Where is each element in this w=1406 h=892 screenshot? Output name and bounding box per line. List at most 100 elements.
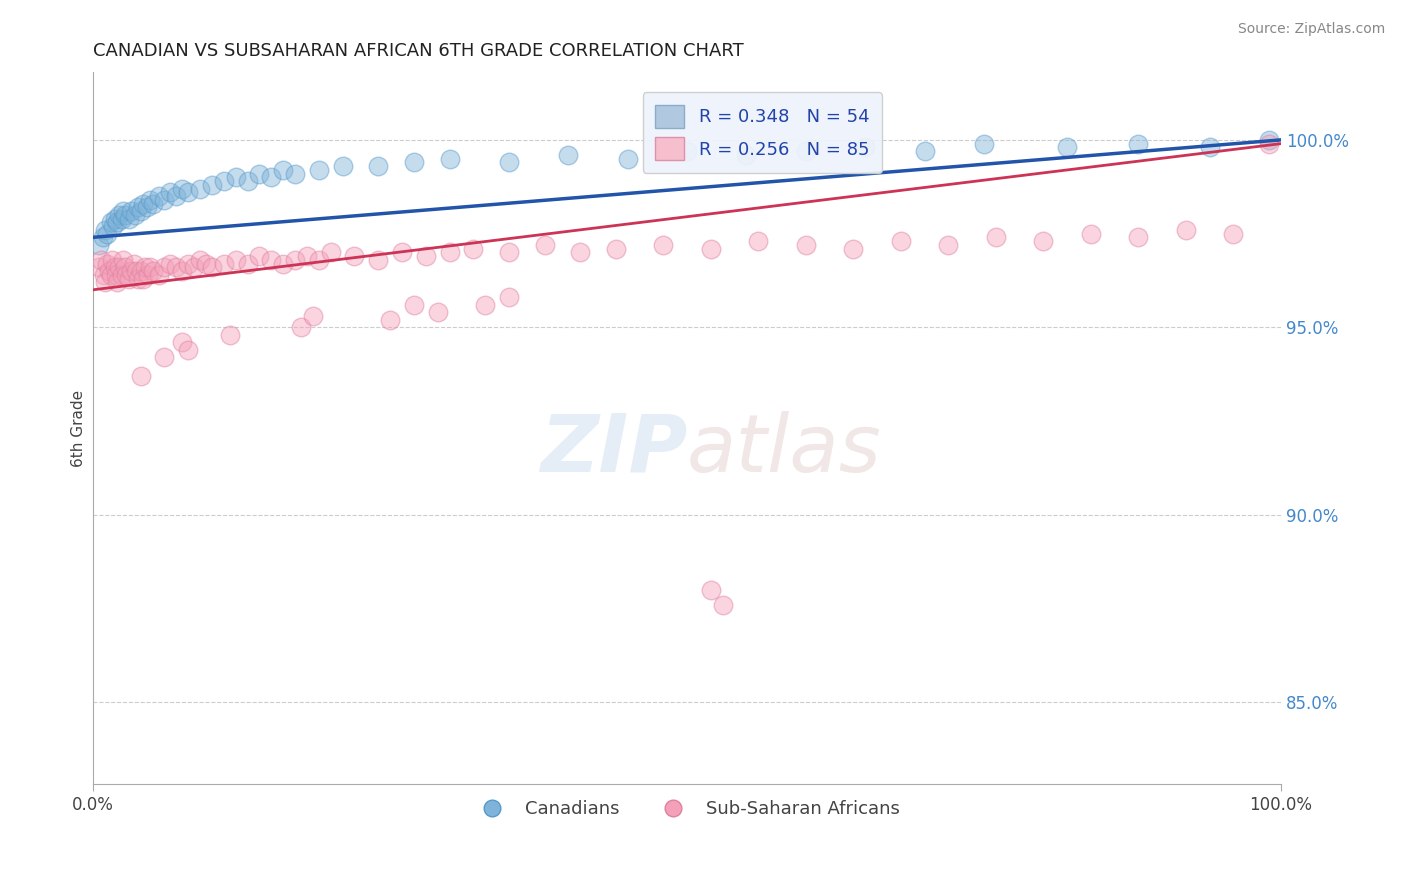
Point bbox=[260, 252, 283, 267]
Point bbox=[569, 245, 592, 260]
Point bbox=[439, 245, 461, 260]
Point bbox=[402, 155, 425, 169]
Point bbox=[135, 200, 157, 214]
Point bbox=[1174, 223, 1197, 237]
Point bbox=[115, 268, 138, 282]
Point bbox=[118, 211, 141, 226]
Point bbox=[124, 208, 146, 222]
Point bbox=[249, 167, 271, 181]
Point bbox=[111, 252, 134, 267]
Point bbox=[853, 140, 876, 154]
Point bbox=[498, 245, 520, 260]
Point bbox=[652, 237, 675, 252]
Point bbox=[402, 298, 425, 312]
Point bbox=[498, 290, 520, 304]
Point bbox=[225, 170, 247, 185]
Point bbox=[100, 215, 122, 229]
Point bbox=[134, 260, 156, 275]
Y-axis label: 6th Grade: 6th Grade bbox=[72, 390, 86, 467]
Point bbox=[794, 237, 817, 252]
Point bbox=[165, 260, 187, 275]
Point bbox=[676, 144, 699, 158]
Point bbox=[367, 252, 389, 267]
Point bbox=[711, 598, 734, 612]
Point bbox=[332, 159, 354, 173]
Point bbox=[1198, 140, 1220, 154]
Point bbox=[890, 234, 912, 248]
Point bbox=[103, 211, 125, 226]
Point bbox=[142, 196, 165, 211]
Point bbox=[290, 320, 312, 334]
Point bbox=[103, 260, 125, 275]
Point bbox=[236, 174, 259, 188]
Point bbox=[153, 350, 176, 364]
Point bbox=[700, 242, 723, 256]
Text: ZIP: ZIP bbox=[540, 411, 688, 489]
Point bbox=[236, 256, 259, 270]
Point bbox=[172, 335, 194, 350]
Point bbox=[218, 327, 240, 342]
Point bbox=[177, 186, 200, 200]
Point bbox=[96, 227, 118, 241]
Point bbox=[212, 174, 235, 188]
Point bbox=[747, 234, 769, 248]
Point bbox=[1128, 136, 1150, 151]
Point bbox=[1080, 227, 1102, 241]
Point bbox=[91, 230, 114, 244]
Point bbox=[842, 242, 865, 256]
Point bbox=[172, 264, 194, 278]
Point bbox=[463, 242, 485, 256]
Point bbox=[284, 167, 307, 181]
Point bbox=[914, 144, 936, 158]
Point bbox=[378, 312, 401, 326]
Point bbox=[391, 245, 413, 260]
Point bbox=[260, 170, 283, 185]
Point bbox=[90, 252, 112, 267]
Point bbox=[308, 162, 330, 177]
Point bbox=[183, 260, 205, 275]
Point bbox=[125, 264, 148, 278]
Point bbox=[129, 264, 152, 278]
Point bbox=[271, 162, 294, 177]
Point bbox=[139, 260, 162, 275]
Point bbox=[177, 343, 200, 357]
Point bbox=[153, 260, 176, 275]
Point bbox=[89, 260, 111, 275]
Point bbox=[132, 196, 155, 211]
Point bbox=[343, 249, 366, 263]
Point bbox=[136, 268, 159, 282]
Point bbox=[105, 215, 128, 229]
Point bbox=[114, 260, 136, 275]
Point bbox=[498, 155, 520, 169]
Text: atlas: atlas bbox=[688, 411, 882, 489]
Point bbox=[533, 237, 555, 252]
Point bbox=[122, 256, 145, 270]
Point bbox=[938, 237, 960, 252]
Point bbox=[439, 152, 461, 166]
Point bbox=[120, 264, 142, 278]
Point bbox=[474, 298, 496, 312]
Point bbox=[108, 260, 131, 275]
Point bbox=[148, 189, 170, 203]
Point bbox=[108, 208, 131, 222]
Point bbox=[1222, 227, 1244, 241]
Point bbox=[139, 193, 162, 207]
Point bbox=[984, 230, 1007, 244]
Point bbox=[104, 268, 127, 282]
Point bbox=[1032, 234, 1054, 248]
Point bbox=[153, 193, 176, 207]
Point bbox=[284, 252, 307, 267]
Point bbox=[794, 144, 817, 158]
Point bbox=[96, 256, 118, 270]
Point bbox=[308, 252, 330, 267]
Point bbox=[295, 249, 318, 263]
Point bbox=[129, 368, 152, 383]
Point bbox=[132, 271, 155, 285]
Point bbox=[93, 268, 115, 282]
Point bbox=[201, 260, 224, 275]
Point bbox=[319, 245, 342, 260]
Point bbox=[142, 264, 165, 278]
Point bbox=[735, 148, 758, 162]
Point bbox=[165, 189, 187, 203]
Point bbox=[605, 242, 627, 256]
